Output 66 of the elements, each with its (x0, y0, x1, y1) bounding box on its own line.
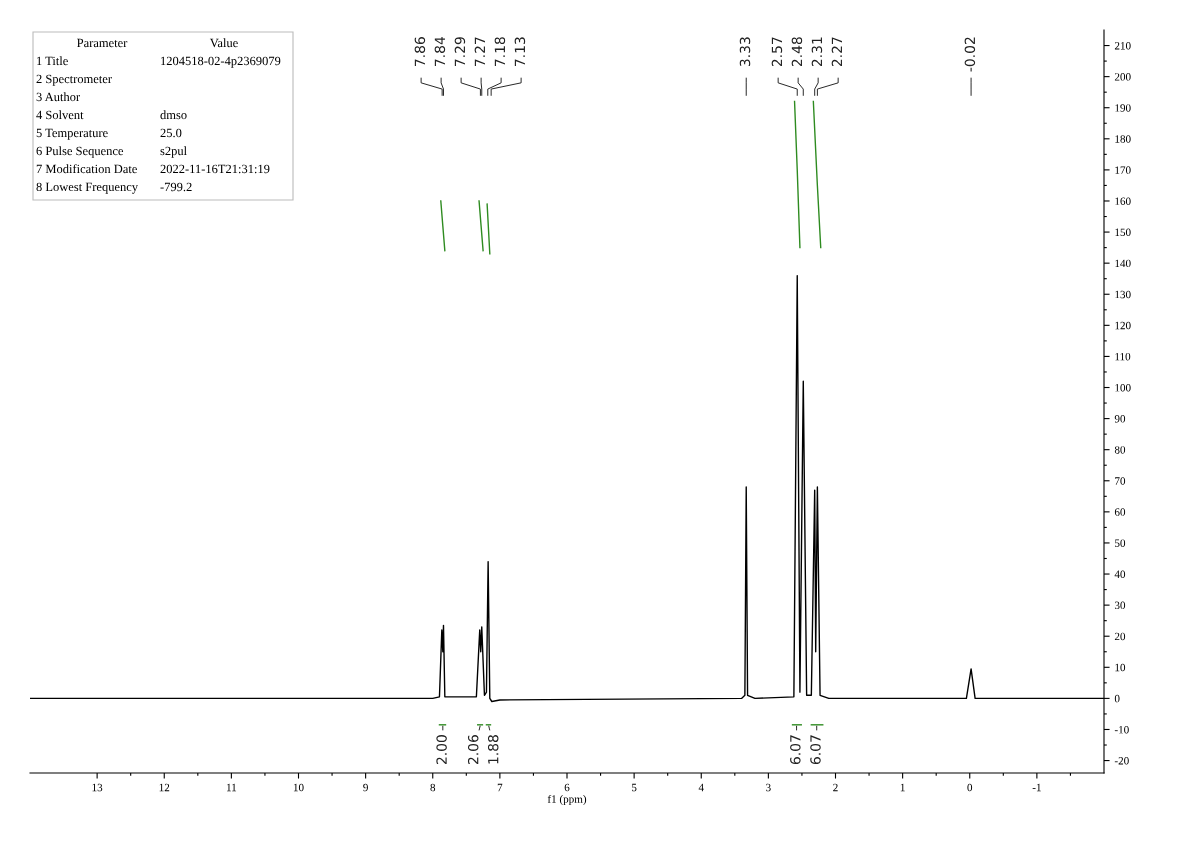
annotation: 6.07 (810, 735, 821, 765)
y-tick-label: 150 (1115, 228, 1131, 237)
y-tick-label: 100 (1115, 383, 1131, 392)
x-tick-label: 3 (766, 783, 771, 792)
y-tick-label: 90 (1114, 415, 1126, 423)
annotation: 1.88 (487, 735, 499, 764)
x-tick-label: 0 (967, 783, 973, 792)
annotation: 7.86 (414, 37, 426, 66)
annotation: 2.57 (771, 37, 783, 67)
text: 5 Temperature 25.0 (36, 128, 182, 140)
y-tick-label: 0 (1114, 694, 1120, 703)
annotation: 2.06 (467, 735, 479, 765)
annotation: 3 Author (36, 92, 80, 102)
text: 1 Title 1204518-02-4p2369079 (37, 56, 281, 68)
x-tick-label: 4 (698, 783, 704, 792)
annotation: 7.13 (514, 37, 526, 66)
y-tick-label: 30 (1114, 601, 1126, 610)
y-tick-label: -20 (1114, 757, 1129, 765)
text: 6 Pulse Sequence s2pul (36, 146, 187, 158)
x-tick-label: 13 (92, 783, 103, 792)
x-axis-title: f1 (ppm) (547, 794, 587, 806)
x-tick-label: 1 (900, 783, 905, 792)
y-tick-label: 180 (1115, 135, 1131, 143)
y-tick-label: 80 (1114, 446, 1126, 454)
y-tick-label: -10 (1114, 725, 1129, 734)
y-tick-label: 60 (1114, 508, 1126, 516)
x-tick-label: 12 (159, 783, 170, 792)
annotation: -0.02 (964, 37, 976, 72)
y-tick-label: 210 (1114, 42, 1131, 50)
text: 4 Solvent dmso (36, 110, 187, 120)
x-tick-label: 10 (293, 783, 304, 792)
y-tick-label: 50 (1115, 539, 1126, 547)
text: 7 Modification Date 2022-11-16T21:31:19 (36, 164, 270, 174)
annotation: 6.07 (790, 735, 801, 765)
y-tick-label: 120 (1115, 321, 1131, 330)
annotation: 3.33 (739, 37, 751, 67)
text: Parameter Value (77, 38, 238, 48)
y-tick-label: 130 (1115, 290, 1131, 299)
annotation: 7.18 (494, 37, 506, 66)
y-tick-label: 40 (1114, 570, 1126, 578)
y-tick-label: 20 (1114, 632, 1126, 641)
y-tick-label: 140 (1115, 259, 1131, 268)
y-tick-label: 170 (1115, 166, 1131, 174)
annotation: 7.27 (474, 37, 485, 66)
annotation: 7.84 (434, 37, 446, 66)
x-tick-label: 7 (497, 783, 503, 792)
y-tick-label: 160 (1115, 197, 1131, 205)
annotation: 2.00 (436, 735, 447, 765)
y-tick-label: 10 (1115, 663, 1126, 672)
annotation: 2.27 (831, 37, 842, 67)
x-tick-label: 6 (564, 783, 570, 792)
y-tick-label: 110 (1115, 352, 1131, 361)
y-tick-label: 190 (1115, 104, 1131, 112)
y-tick-label: 200 (1114, 73, 1131, 81)
text: 8 Lowest Frequency -799.2 (36, 182, 192, 194)
annotation: 2 Spectrometer (36, 74, 112, 86)
x-tick-label: 11 (227, 783, 237, 792)
x-tick-label: 9 (363, 783, 368, 792)
x-tick-label: -1 (1032, 783, 1041, 792)
annotation: 7.29 (454, 37, 466, 66)
x-tick-label: 5 (631, 783, 637, 792)
y-tick-label: 70 (1115, 477, 1126, 485)
annotation: 2.48 (791, 37, 803, 67)
x-tick-label: 8 (430, 783, 436, 792)
x-tick-label: 2 (833, 783, 838, 792)
annotation: 2.31 (811, 37, 823, 67)
